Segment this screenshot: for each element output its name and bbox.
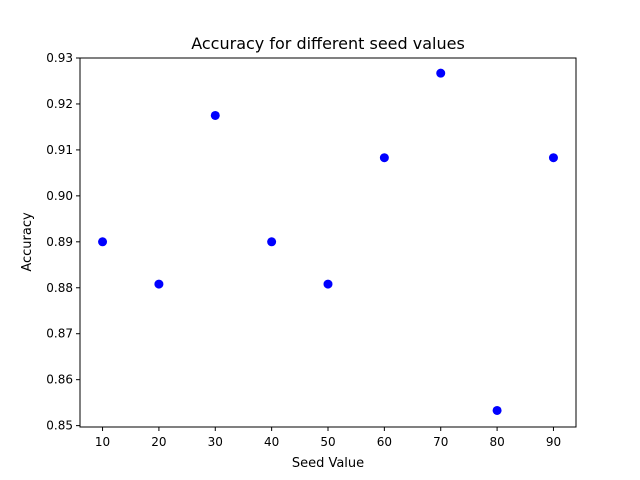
- data-point: [98, 237, 108, 247]
- x-tick-label: 80: [489, 435, 504, 449]
- y-tick-label: 0.88: [46, 281, 73, 295]
- data-point: [548, 153, 558, 163]
- data-point: [492, 405, 502, 415]
- x-tick-label: 70: [433, 435, 448, 449]
- x-axis-label: Seed Value: [292, 456, 364, 471]
- data-point: [267, 237, 277, 247]
- data-point: [436, 68, 446, 78]
- x-tick-label: 20: [151, 435, 166, 449]
- x-tick-label: 40: [264, 435, 279, 449]
- plot-area: [79, 57, 577, 428]
- y-axis-label: Accuracy: [20, 212, 35, 272]
- y-tick-label: 0.92: [46, 97, 73, 111]
- x-axis: 10 20 30 40 50 60 70 80 90: [95, 427, 561, 449]
- data-point: [154, 279, 164, 289]
- plot-frame: [79, 57, 577, 428]
- x-tick-label: 50: [320, 435, 335, 449]
- y-tick-label: 0.85: [46, 419, 73, 433]
- y-tick-label: 0.90: [46, 189, 73, 203]
- chart-title: Accuracy for different seed values: [191, 34, 465, 53]
- x-tick-label: 30: [208, 435, 223, 449]
- x-tick-label: 10: [95, 435, 110, 449]
- data-point: [210, 110, 220, 120]
- y-tick-label: 0.87: [46, 327, 73, 341]
- x-tick-label: 90: [546, 435, 561, 449]
- y-tick-label: 0.86: [46, 373, 73, 387]
- y-tick-label: 0.89: [46, 235, 73, 249]
- y-tick-label: 0.93: [46, 51, 73, 65]
- x-tick-label: 60: [377, 435, 392, 449]
- data-points: [98, 68, 558, 415]
- y-tick-label: 0.91: [46, 143, 73, 157]
- data-point: [323, 279, 333, 289]
- y-axis: 0.85 0.86 0.87 0.88 0.89 0.90 0.91 0.92 0.93: [46, 51, 80, 433]
- data-point: [379, 153, 389, 163]
